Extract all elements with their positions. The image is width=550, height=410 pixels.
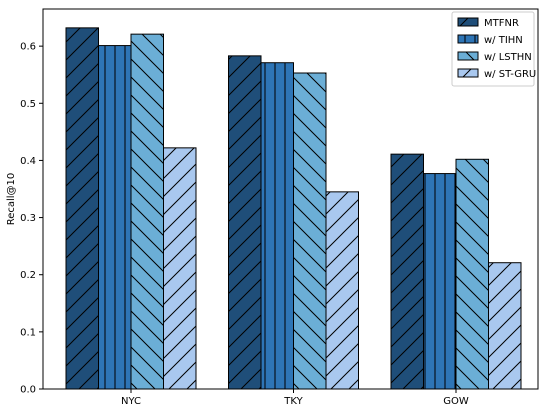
bar-hatch <box>228 55 262 390</box>
bar-hatch <box>65 27 99 390</box>
legend: MTFNR w/ TIHN w/ LSTHN w/ ST-GRU <box>451 11 536 87</box>
bar-hatch <box>260 62 294 390</box>
y-axis-label: Recall@10 <box>6 173 17 226</box>
bar-hatch <box>163 147 197 390</box>
y-tick-label: 0.5 <box>20 99 36 110</box>
y-tick-label: 0.1 <box>20 327 36 338</box>
y-tick-label: 0.0 <box>20 385 36 396</box>
bar-hatch <box>390 153 424 390</box>
plot-frame <box>42 8 539 390</box>
y-tick-label: 0.4 <box>20 156 36 167</box>
y-tick-label: 0.6 <box>20 42 36 53</box>
bar-hatch <box>325 191 359 390</box>
legend-box <box>451 11 535 87</box>
legend-swatch-hatch <box>457 34 479 44</box>
legend-label: w/ ST-GRU <box>484 69 536 80</box>
bar-hatch <box>98 45 132 390</box>
axes-group: 0.0 0.1 0.2 0.3 0.4 0.5 0.6 NYC TKY GOW Recall@10 <box>6 8 539 407</box>
legend-swatch-hatch <box>457 17 479 27</box>
y-tick-label: 0.3 <box>20 213 36 224</box>
x-tick-label: GOW <box>443 396 469 407</box>
bar-hatch <box>293 72 327 390</box>
x-tick-label: NYC <box>121 396 141 407</box>
legend-label: w/ LSTHN <box>484 52 532 63</box>
bar-hatch <box>130 33 164 390</box>
bar-hatch <box>423 173 457 390</box>
legend-label: MTFNR <box>484 18 519 29</box>
legend-swatch-hatch <box>457 51 479 61</box>
bar-hatch <box>488 262 522 390</box>
y-tick-label: 0.2 <box>20 270 36 281</box>
legend-label: w/ TIHN <box>484 35 523 46</box>
bars-group <box>65 27 522 390</box>
x-tick-label: TKY <box>283 396 303 407</box>
legend-swatch-hatch <box>457 68 479 78</box>
bar-hatch <box>455 158 489 390</box>
